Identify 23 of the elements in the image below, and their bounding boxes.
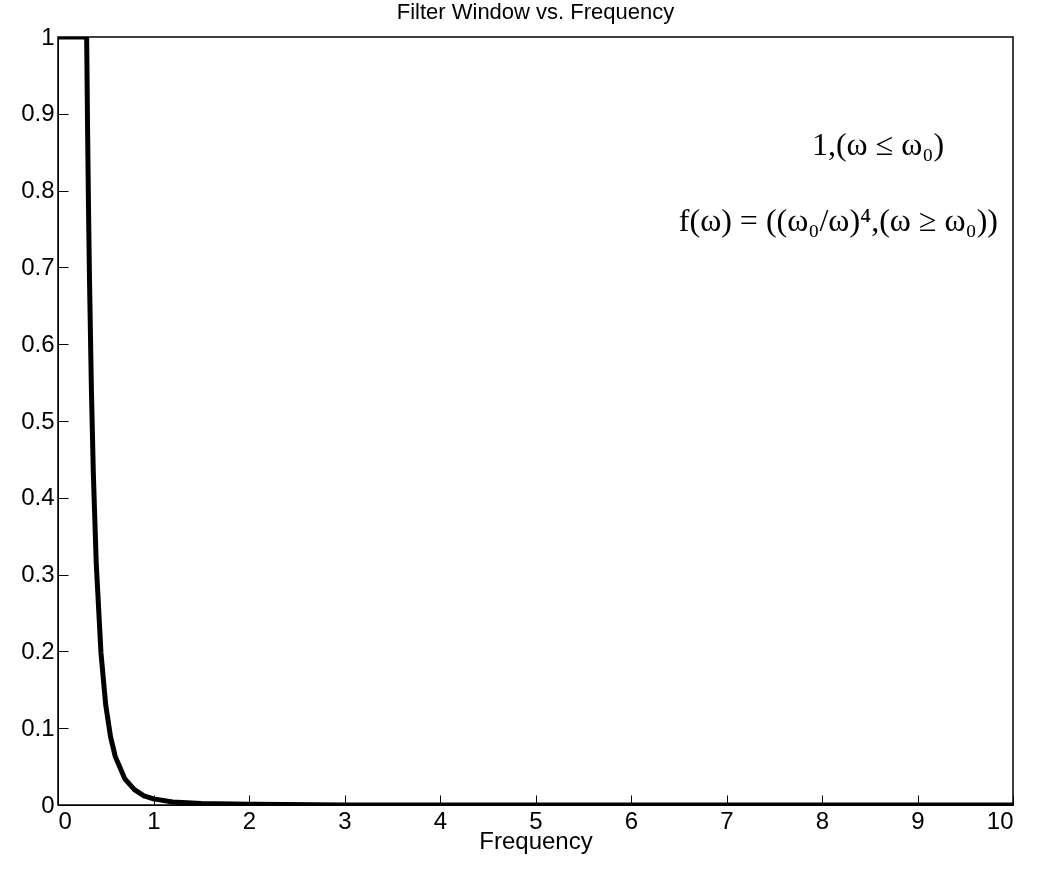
- x-tick-label: 6: [624, 806, 639, 834]
- y-tick-label: 0.4: [21, 483, 55, 511]
- y-tick-label: 0.6: [21, 329, 55, 357]
- annotation: f(ω) = ((ω₀/ω)⁴,(ω ≥ ω₀)): [678, 202, 998, 238]
- x-tick-label: 7: [720, 806, 734, 834]
- chart-title: Filter Window vs. Frequency: [396, 0, 675, 24]
- annotation: 1,(ω ≤ ω₀): [811, 126, 945, 162]
- x-tick-label: 3: [338, 806, 352, 834]
- y-tick-label: 0.9: [21, 99, 55, 127]
- x-tick-label: 8: [815, 806, 830, 834]
- x-tick-label: 9: [911, 806, 925, 834]
- y-tick-label: 0.2: [21, 636, 55, 664]
- y-tick-label: 0.8: [21, 176, 55, 204]
- x-tick-label: 2: [242, 806, 257, 834]
- x-tick-label: 0: [58, 806, 72, 834]
- y-tick-label: 0.5: [21, 406, 55, 434]
- y-tick-label: 0.1: [21, 713, 55, 741]
- y-tick-label: 1: [41, 22, 55, 50]
- y-tick-label: 0.3: [21, 560, 55, 588]
- y-tick-label: 0.7: [21, 252, 55, 280]
- x-tick-label: 4: [433, 806, 448, 834]
- x-tick-label: 1: [147, 806, 161, 834]
- x-tick-label: 10: [986, 806, 1014, 834]
